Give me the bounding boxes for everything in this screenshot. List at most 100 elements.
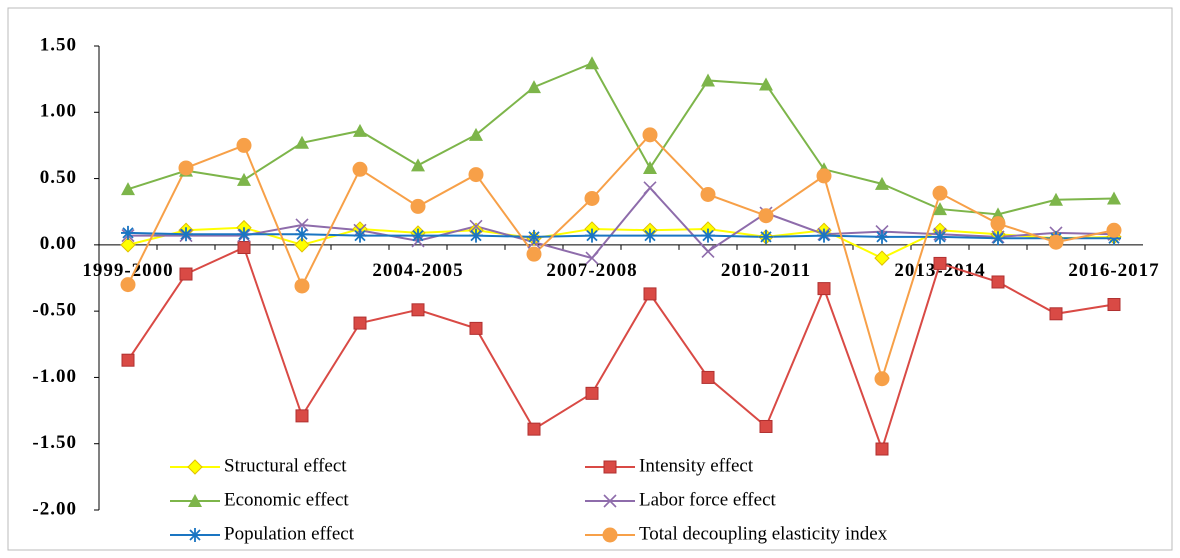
- marker: [642, 127, 658, 143]
- marker: [352, 161, 368, 177]
- marker: [469, 228, 483, 243]
- x-tick-label: 2010-2011: [721, 260, 811, 281]
- marker: [933, 202, 947, 216]
- series-line: [127, 61, 1115, 216]
- marker: [817, 282, 831, 296]
- marker: [236, 137, 252, 153]
- marker: [295, 218, 309, 232]
- marker: [294, 278, 310, 294]
- marker: [585, 386, 599, 400]
- marker: [188, 494, 202, 507]
- marker: [875, 229, 889, 244]
- marker: [701, 228, 715, 243]
- marker: [1049, 307, 1063, 321]
- marker: [991, 275, 1005, 289]
- marker: [120, 237, 136, 253]
- legend-label: Labor force effect: [639, 489, 776, 510]
- marker: [758, 208, 774, 224]
- marker: [469, 219, 483, 233]
- marker: [527, 80, 541, 94]
- marker: [933, 256, 947, 270]
- marker: [816, 168, 832, 184]
- y-tick-label: 1.50: [40, 34, 77, 55]
- marker: [1048, 234, 1064, 250]
- marker: [759, 419, 773, 433]
- marker: [585, 228, 599, 243]
- marker: [932, 185, 948, 201]
- marker: [526, 246, 542, 262]
- legend-label: Population effect: [224, 523, 355, 544]
- frame: [7, 7, 1173, 551]
- marker: [700, 186, 716, 202]
- series-line: [127, 226, 1115, 260]
- y-tick-label: -1.50: [32, 432, 77, 453]
- marker: [643, 160, 657, 174]
- marker: [121, 353, 135, 367]
- marker: [643, 287, 657, 301]
- marker: [527, 422, 541, 436]
- series-line: [128, 186, 1115, 260]
- marker: [179, 227, 193, 242]
- legend-label: Intensity effect: [639, 455, 754, 476]
- marker: [1107, 298, 1121, 312]
- x-tick-label: 2016-2017: [1068, 260, 1159, 281]
- marker: [990, 216, 1006, 232]
- marker: [469, 321, 483, 335]
- marker: [121, 225, 135, 240]
- marker: [188, 528, 202, 542]
- marker: [295, 227, 309, 242]
- marker: [701, 370, 715, 384]
- y-tick-label: -2.00: [32, 498, 77, 519]
- legend-label: Economic effect: [224, 489, 349, 510]
- series-line: [127, 231, 1114, 240]
- marker: [237, 172, 251, 186]
- marker: [1107, 191, 1121, 205]
- y-tick-label: -0.50: [32, 300, 77, 321]
- marker: [353, 316, 367, 330]
- marker: [874, 250, 890, 266]
- legend-label: Structural effect: [224, 455, 347, 476]
- marker: [1107, 231, 1121, 246]
- marker: [875, 442, 889, 456]
- marker: [603, 460, 617, 474]
- marker: [603, 494, 617, 508]
- marker: [1106, 222, 1122, 238]
- marker: [469, 127, 483, 141]
- marker: [585, 56, 599, 70]
- legend-label: Total decoupling elasticity index: [639, 523, 888, 544]
- marker: [411, 228, 425, 243]
- marker: [294, 237, 310, 253]
- marker: [295, 135, 309, 149]
- marker: [410, 198, 426, 214]
- marker: [411, 158, 425, 172]
- marker: [178, 160, 194, 176]
- marker: [585, 251, 599, 265]
- marker: [187, 459, 203, 475]
- marker: [991, 231, 1005, 246]
- marker: [874, 371, 890, 387]
- marker: [643, 181, 657, 195]
- marker: [759, 229, 773, 244]
- marker: [602, 527, 618, 543]
- marker: [875, 176, 889, 190]
- marker: [701, 244, 715, 259]
- marker: [121, 182, 135, 196]
- marker: [643, 228, 657, 243]
- marker: [933, 229, 947, 244]
- marker: [468, 167, 484, 183]
- marker: [527, 229, 541, 244]
- marker: [1049, 192, 1063, 206]
- marker: [353, 228, 367, 243]
- marker: [701, 73, 715, 87]
- y-tick-label: 1.00: [40, 101, 77, 122]
- marker: [353, 123, 367, 137]
- marker: [237, 227, 251, 242]
- x-tick-label: 1999-2000: [82, 260, 173, 281]
- series-line: [127, 246, 1115, 453]
- marker: [411, 303, 425, 317]
- marker: [584, 190, 600, 206]
- series-line: [127, 133, 1115, 383]
- x-tick-label: 2007-2008: [546, 260, 637, 281]
- marker: [237, 241, 251, 255]
